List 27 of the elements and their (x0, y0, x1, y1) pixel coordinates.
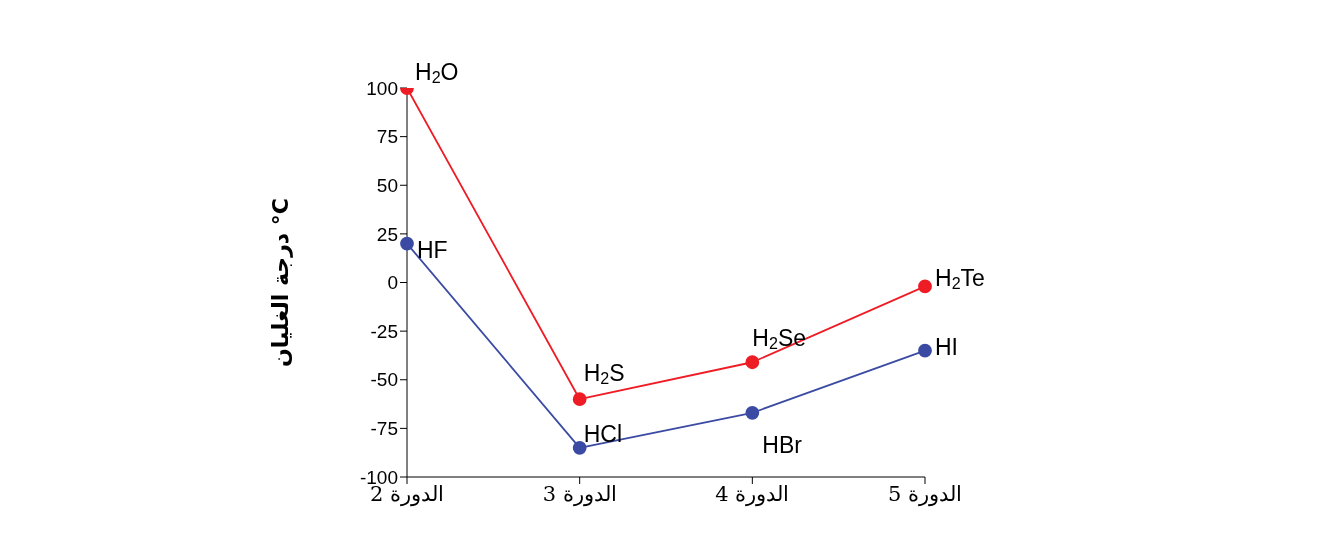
point (745, 405, 760, 420)
x-tick-label: الدورة 5 (887, 481, 963, 507)
point (572, 440, 587, 455)
annotation: H$_{2}$Se (752, 325, 807, 353)
point (572, 392, 587, 407)
y-tick-label: 25 (376, 223, 398, 245)
annotation: H$_{2}$S (583, 360, 625, 388)
y-tick-label: -25 (370, 320, 398, 342)
x-tick-label: الدورة 4 (715, 481, 790, 507)
y-axis-title: درجة الغليان °C (268, 198, 293, 367)
annotation: H$_{2}$Te (935, 265, 985, 293)
annotation: HF (417, 236, 448, 263)
annotation: H$_{2}$O (415, 59, 459, 87)
annotation: HCl (583, 420, 623, 447)
x-tick-label: الدورة 3 (542, 481, 617, 507)
point (400, 236, 414, 251)
annotation: HBr (762, 431, 803, 458)
point (918, 343, 932, 358)
point (918, 279, 932, 294)
annotation: HI (935, 333, 958, 360)
y-tick-label: 50 (376, 174, 398, 196)
y-tick-label: -75 (370, 418, 398, 440)
point (745, 355, 760, 370)
y-tick-label: 100 (366, 77, 398, 99)
y-tick-label: -50 (370, 369, 398, 391)
y-tick-label: 75 (376, 126, 398, 148)
y-tick-label: 0 (387, 272, 398, 294)
